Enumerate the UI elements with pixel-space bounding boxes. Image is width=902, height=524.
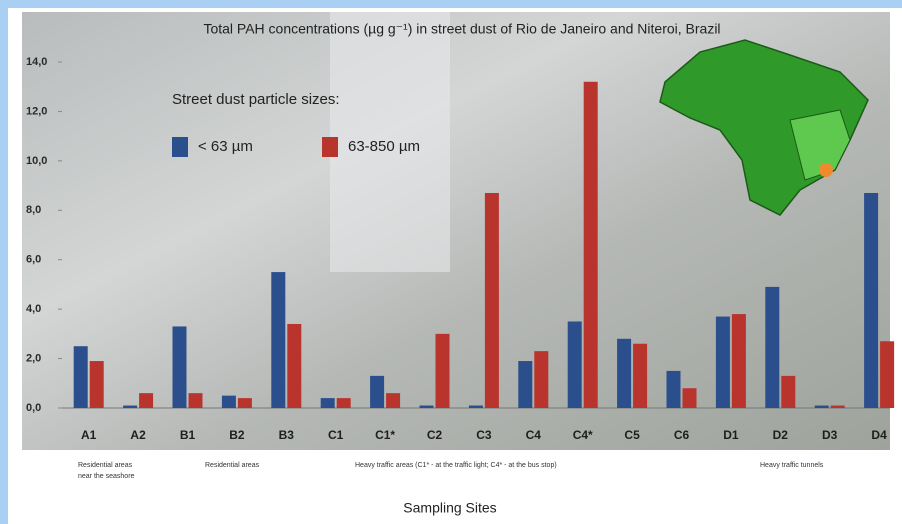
x-tick-label: C3 bbox=[476, 428, 492, 442]
bar bbox=[765, 286, 780, 408]
bar bbox=[139, 393, 154, 408]
y-tick-label: 12,0 bbox=[26, 105, 47, 117]
y-tick-label: 2,0 bbox=[26, 352, 41, 364]
legend-label: 63-850 µm bbox=[348, 138, 420, 155]
bar bbox=[188, 393, 203, 408]
bar bbox=[814, 405, 829, 408]
y-tick-label: 0,0 bbox=[26, 402, 41, 414]
legend-swatch bbox=[172, 137, 188, 157]
bar bbox=[880, 341, 895, 408]
bar bbox=[386, 393, 401, 408]
x-tick-label: C6 bbox=[674, 428, 690, 442]
group-label: Heavy traffic tunnels bbox=[760, 462, 824, 469]
bar bbox=[617, 338, 632, 408]
x-tick-label: C1 bbox=[328, 428, 344, 442]
bar bbox=[864, 192, 879, 408]
bar bbox=[336, 398, 351, 408]
bar bbox=[419, 405, 434, 408]
bar bbox=[370, 375, 385, 408]
bar bbox=[237, 398, 252, 408]
bar bbox=[666, 370, 681, 408]
bar bbox=[435, 333, 450, 408]
bar bbox=[172, 326, 187, 408]
group-label: Residential areas bbox=[78, 462, 133, 469]
x-tick-label: C2 bbox=[427, 428, 443, 442]
x-tick-label: A2 bbox=[130, 428, 146, 442]
bar bbox=[567, 321, 582, 408]
x-tick-label: C5 bbox=[624, 428, 640, 442]
y-tick-label: 8,0 bbox=[26, 204, 41, 216]
bar bbox=[633, 343, 648, 408]
bar bbox=[221, 395, 236, 408]
photo-sky bbox=[330, 12, 450, 272]
bar bbox=[715, 316, 730, 408]
x-tick-label: C1* bbox=[375, 428, 395, 442]
chart-title: Total PAH concentrations (µg g⁻¹) in str… bbox=[203, 21, 720, 37]
bar bbox=[468, 405, 483, 408]
y-tick-label: 10,0 bbox=[26, 155, 47, 167]
bar bbox=[682, 388, 697, 408]
x-tick-label: B3 bbox=[279, 428, 295, 442]
x-tick-label: D4 bbox=[871, 428, 887, 442]
legend-title: Street dust particle sizes: bbox=[172, 91, 340, 108]
bar bbox=[320, 398, 335, 408]
bar bbox=[781, 375, 796, 408]
x-tick-label: C4* bbox=[573, 428, 593, 442]
group-label: Residential areas bbox=[205, 462, 260, 469]
x-tick-label: A1 bbox=[81, 428, 97, 442]
x-tick-label: B2 bbox=[229, 428, 245, 442]
group-label: Heavy traffic areas (C1* - at the traffi… bbox=[355, 462, 557, 469]
legend-swatch bbox=[322, 137, 338, 157]
x-axis-label: Sampling Sites bbox=[403, 500, 496, 516]
legend-label: < 63 µm bbox=[198, 138, 253, 155]
group-label: near the seashore bbox=[78, 473, 135, 480]
y-tick-label: 14,0 bbox=[26, 56, 47, 68]
x-tick-label: D3 bbox=[822, 428, 838, 442]
x-tick-label: D2 bbox=[773, 428, 789, 442]
x-tick-label: C4 bbox=[526, 428, 542, 442]
bar bbox=[830, 405, 845, 408]
bar bbox=[534, 351, 549, 408]
x-tick-label: B1 bbox=[180, 428, 196, 442]
x-tick-label: D1 bbox=[723, 428, 739, 442]
bar bbox=[123, 405, 138, 408]
bar bbox=[89, 361, 104, 408]
brazil-map bbox=[659, 39, 869, 216]
y-tick-label: 4,0 bbox=[26, 303, 41, 315]
bar bbox=[731, 314, 746, 408]
y-tick-label: 6,0 bbox=[26, 254, 41, 266]
bar bbox=[287, 323, 302, 408]
bar bbox=[73, 346, 88, 408]
bar bbox=[484, 192, 499, 408]
bar bbox=[583, 81, 598, 409]
bar bbox=[271, 272, 286, 408]
bar bbox=[518, 361, 533, 408]
